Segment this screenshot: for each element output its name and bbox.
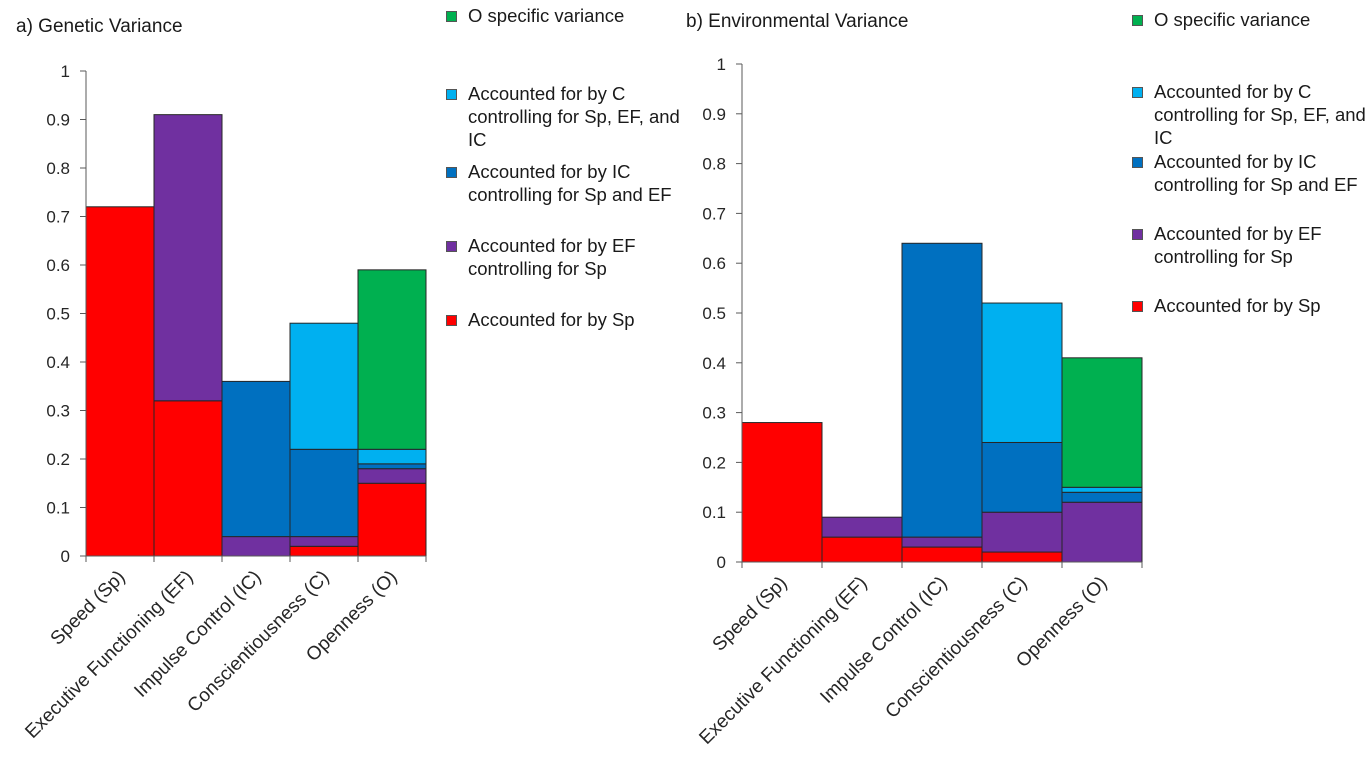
chart-a-bar-3-ef bbox=[289, 536, 359, 547]
chart-a-y-tick-label: 0.3 bbox=[46, 402, 70, 421]
legend-b-item-ic: Accounted for by IC controlling for Sp a… bbox=[1132, 150, 1372, 196]
legend-a-label-c: Accounted for by C controlling for Sp, E… bbox=[468, 83, 680, 150]
chart-a-bar-1-ef bbox=[153, 114, 223, 402]
chart-a-y-tick-label: 0.9 bbox=[46, 111, 70, 130]
legend-a-item-o: O specific variance bbox=[446, 4, 696, 27]
chart-b-bar-0-sp bbox=[741, 422, 823, 563]
legend-a-label-sp: Accounted for by Sp bbox=[468, 309, 635, 330]
chart-a-x-tick-label: Impulse Control (IC) bbox=[130, 567, 265, 702]
chart-a-bar-1-sp bbox=[153, 400, 223, 557]
chart-a-y-tick-label: 1 bbox=[61, 62, 70, 81]
chart-b-x-tick-label: Speed (Sp) bbox=[709, 573, 792, 656]
chart-a-bar-0-sp bbox=[85, 206, 155, 557]
chart-b-bar-3-ic bbox=[981, 441, 1063, 513]
chart-a-y-tick-label: 0.4 bbox=[46, 353, 70, 372]
chart-b-x-tick-label: Executive Functioning (EF) bbox=[695, 573, 871, 749]
chart-b-bar-4-c bbox=[1061, 486, 1143, 493]
legend-b-swatch-o bbox=[1132, 15, 1143, 26]
chart-a-bar-4-ef bbox=[357, 468, 427, 484]
legend-a-item-ic: Accounted for by IC controlling for Sp a… bbox=[446, 160, 682, 206]
chart-b-bar-3-ef bbox=[981, 511, 1063, 553]
legend-a-label-ic: Accounted for by IC controlling for Sp a… bbox=[468, 161, 672, 205]
legend-a-label-o: O specific variance bbox=[468, 5, 625, 26]
chart-a-y-tick-label: 0.1 bbox=[46, 499, 70, 518]
chart-a-bar-3-c bbox=[289, 322, 359, 450]
chart-b-bar-3-sp bbox=[981, 551, 1063, 563]
chart-b-y-tick-label: 0 bbox=[717, 553, 726, 572]
legend-a-item-sp: Accounted for by Sp bbox=[446, 308, 696, 331]
legend-b-item-o: O specific variance bbox=[1132, 8, 1372, 31]
chart-b-y-tick-label: 0.3 bbox=[702, 404, 726, 423]
legend-a-swatch-ef bbox=[446, 241, 457, 252]
chart-a-y-tick-label: 0.6 bbox=[46, 256, 70, 275]
chart-a-bar-2-ef bbox=[221, 536, 291, 557]
legend-b-swatch-ef bbox=[1132, 229, 1143, 240]
chart-a-bar-4-sp bbox=[357, 482, 427, 557]
legend-a-item-c: Accounted for by C controlling for Sp, E… bbox=[446, 82, 682, 151]
legend-b-swatch-c bbox=[1132, 87, 1143, 98]
legend-b-label-sp: Accounted for by Sp bbox=[1154, 295, 1321, 316]
legend-a-swatch-sp bbox=[446, 315, 457, 326]
chart-a-bar-4-o bbox=[357, 269, 427, 450]
chart-b-bar-1-ef bbox=[821, 516, 903, 538]
chart-b-bar-3-c bbox=[981, 302, 1063, 443]
chart-b-bar-2-sp bbox=[901, 546, 983, 563]
chart-a-y-tick-label: 0 bbox=[61, 547, 70, 566]
chart-b-bar-1-sp bbox=[821, 536, 903, 563]
chart-a-y-tick-label: 0.7 bbox=[46, 208, 70, 227]
chart-a-y-tick-label: 0.5 bbox=[46, 305, 70, 324]
legend-b-item-c: Accounted for by C controlling for Sp, E… bbox=[1132, 80, 1366, 149]
chart-a-bar-3-sp bbox=[289, 545, 359, 557]
chart-b-y-tick-label: 0.4 bbox=[702, 354, 726, 373]
chart-a-bar-2-ic bbox=[221, 380, 291, 538]
legend-b-label-ef: Accounted for by EF controlling for Sp bbox=[1154, 223, 1322, 267]
legend-b-item-sp: Accounted for by Sp bbox=[1132, 294, 1372, 317]
chart-a-title: a) Genetic Variance bbox=[16, 16, 183, 37]
chart-a-y-tick-label: 0.8 bbox=[46, 159, 70, 178]
chart-b-y-tick-label: 1 bbox=[717, 55, 726, 74]
legend-b-label-o: O specific variance bbox=[1154, 9, 1311, 30]
legend-a-label-ef: Accounted for by EF controlling for Sp bbox=[468, 235, 636, 279]
chart-b-y-tick-label: 0.2 bbox=[702, 453, 726, 472]
legend-a-swatch-c bbox=[446, 89, 457, 100]
chart-b-bar-4-ic bbox=[1061, 491, 1143, 503]
chart-b-x-tick-label: Conscientiousness (C) bbox=[882, 573, 1032, 723]
legend-b-swatch-ic bbox=[1132, 157, 1143, 168]
chart-b-y-tick-label: 0.8 bbox=[702, 155, 726, 174]
chart-b-bar-4-ef bbox=[1061, 501, 1143, 563]
legend-b-swatch-sp bbox=[1132, 301, 1143, 312]
chart-b-y-tick-label: 0.9 bbox=[702, 105, 726, 124]
chart-b-y-tick-label: 0.6 bbox=[702, 254, 726, 273]
chart-a-bar-3-ic bbox=[289, 448, 359, 538]
legend-a-swatch-ic bbox=[446, 167, 457, 178]
legend-b-label-c: Accounted for by C controlling for Sp, E… bbox=[1154, 81, 1366, 148]
chart-b-y-tick-label: 0.1 bbox=[702, 503, 726, 522]
legend-b-label-ic: Accounted for by IC controlling for Sp a… bbox=[1154, 151, 1358, 195]
legend-a-swatch-o bbox=[446, 11, 457, 22]
legend-a-item-ef: Accounted for by EF controlling for Sp bbox=[446, 234, 682, 280]
chart-a-y-tick-label: 0.2 bbox=[46, 450, 70, 469]
chart-b-bar-2-ef bbox=[901, 536, 983, 548]
chart-b-bar-2-ic bbox=[901, 242, 983, 538]
chart-b-y-tick-label: 0.5 bbox=[702, 304, 726, 323]
chart-b-bar-4-o bbox=[1061, 357, 1143, 488]
chart-a-bar-4-ic bbox=[357, 463, 427, 470]
chart-b-title: b) Environmental Variance bbox=[686, 11, 909, 32]
chart-a-bar-4-c bbox=[357, 448, 427, 465]
chart-b-y-tick-label: 0.7 bbox=[702, 204, 726, 223]
legend-b-item-ef: Accounted for by EF controlling for Sp bbox=[1132, 222, 1372, 268]
